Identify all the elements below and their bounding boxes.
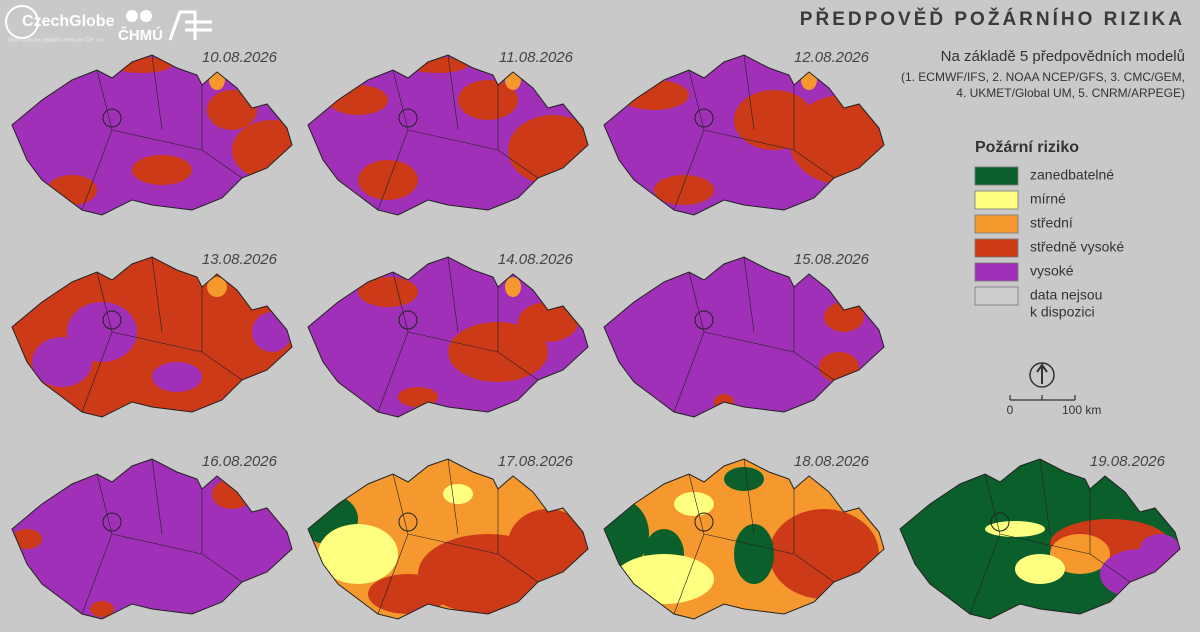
risk-area: [358, 160, 418, 200]
risk-area: [132, 155, 192, 185]
legend-swatch: [974, 166, 1019, 186]
prague: [398, 310, 418, 330]
map-date: 13.08.2026: [202, 251, 278, 268]
legend-swatch: [974, 238, 1019, 258]
scale-label: 100 km: [1062, 403, 1101, 417]
region-border: [673, 458, 835, 615]
legend-label: mírné: [1030, 191, 1066, 207]
legend-label: vysoké: [1030, 263, 1074, 279]
prague: [694, 310, 714, 330]
logo-caption: Ústav výzkumu globální změny AV ČR, v.v.…: [8, 36, 105, 43]
risk-area: [90, 601, 114, 617]
map-date: 16.08.2026: [202, 453, 278, 470]
risk-area: [734, 90, 814, 150]
logo-text: ČHMÚ: [118, 26, 163, 44]
title: PŘEDPOVĚĎ POŽÁRNÍHO RIZIKA: [800, 8, 1185, 30]
region-border: [81, 54, 243, 211]
legend-label: k dispozici: [1030, 304, 1095, 320]
scale-bar: 0 100 km: [1007, 395, 1101, 417]
scale-label: 0: [1007, 403, 1014, 417]
risk-area: [604, 499, 649, 569]
region-border: [377, 256, 539, 413]
map-date: 18.08.2026: [794, 453, 870, 470]
risk-area: [458, 80, 518, 120]
legend-title: Požární riziko: [975, 139, 1079, 156]
region-border: [81, 458, 243, 615]
map-date: 10.08.2026: [202, 49, 278, 66]
risk-area: [1050, 534, 1110, 574]
legend-label: střední: [1030, 215, 1073, 231]
region-border: [969, 458, 1131, 615]
risk-area: [1140, 534, 1180, 564]
risk-area: [207, 277, 227, 297]
map-date: 17.08.2026: [498, 453, 574, 470]
prague: [694, 512, 714, 532]
risk-area: [232, 120, 292, 180]
logo-text: CzechGlobe: [22, 13, 115, 30]
risk-area: [207, 90, 257, 130]
prague: [398, 108, 418, 128]
risk-area: [358, 277, 418, 307]
logos: CzechGlobe Ústav výzkumu globální změny …: [5, 5, 212, 44]
legend-swatch: [974, 286, 1019, 306]
risk-area: [654, 175, 714, 205]
prague: [102, 108, 122, 128]
prague: [102, 310, 122, 330]
region-border: [673, 54, 835, 211]
region-border: [81, 256, 243, 413]
map-date: 14.08.2026: [498, 251, 574, 268]
risk-area: [508, 509, 588, 579]
legend-swatch: [974, 262, 1019, 282]
risk-area: [674, 492, 714, 516]
risk-area: [505, 277, 521, 297]
map-date: 19.08.2026: [1090, 453, 1166, 470]
prague: [398, 512, 418, 532]
legend-label: zanedbatelné: [1030, 167, 1114, 183]
map-date: 11.08.2026: [499, 49, 574, 66]
region-border: [673, 256, 835, 413]
risk-area: [318, 524, 398, 584]
risk-area: [152, 362, 202, 392]
models: (1. ECMWF/IFS, 2. NOAA NCEP/GFS, 3. CMC/…: [901, 70, 1185, 84]
risk-area: [32, 337, 92, 387]
models: 4. UKMET/Global UM, 5. CNRM/ARPEGE): [956, 86, 1185, 100]
map-date: 12.08.2026: [794, 49, 870, 66]
risk-area: [1015, 554, 1065, 584]
prague: [694, 108, 714, 128]
north-arrow: [1029, 362, 1055, 388]
risk-area: [518, 302, 578, 342]
map-date: 15.08.2026: [794, 251, 870, 268]
risk-area: [443, 484, 473, 504]
legend-swatch: [974, 214, 1019, 234]
risk-area: [824, 302, 864, 332]
logo-ring: [5, 5, 39, 39]
risk-area: [12, 529, 42, 549]
legend-label: data nejsou: [1030, 287, 1102, 303]
region-border: [377, 458, 539, 615]
subtitle: Na základě 5 předpovědních modelů: [941, 48, 1185, 65]
region-border: [377, 54, 539, 211]
legend-swatch: [974, 190, 1019, 210]
legend: zanedbatelné mírné střední středně vysoké vy…: [974, 166, 1124, 320]
prague: [990, 512, 1010, 532]
prague: [102, 512, 122, 532]
logo-icon: [140, 10, 152, 22]
logo-icon: [168, 10, 212, 41]
risk-area: [724, 467, 764, 491]
legend-label: středně vysoké: [1030, 239, 1124, 255]
risk-area: [734, 524, 774, 584]
logo-icon: [126, 10, 138, 22]
